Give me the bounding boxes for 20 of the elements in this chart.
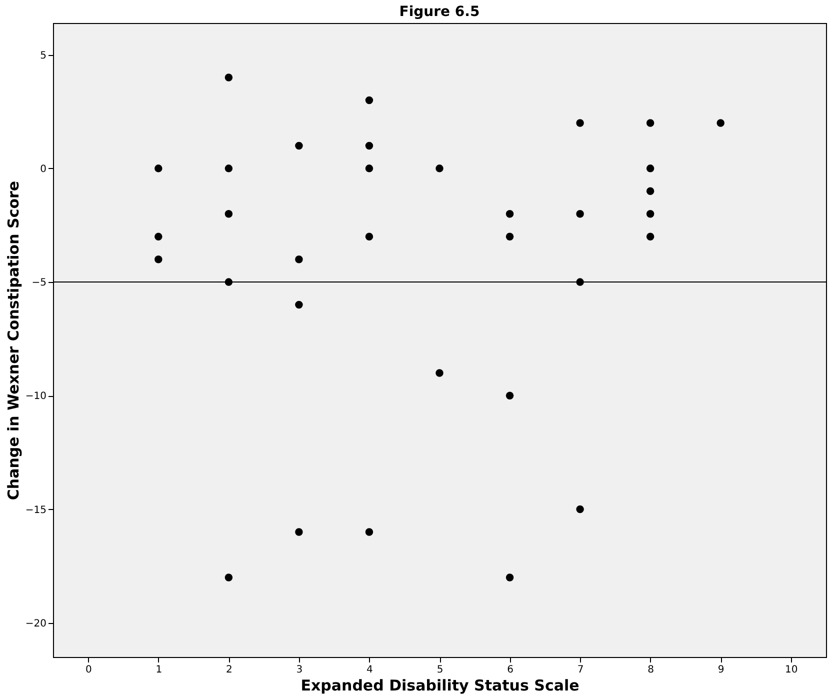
x-tick-label: 10 — [784, 664, 798, 676]
x-tick-label: 5 — [436, 664, 444, 676]
chart-title: Figure 6.5 — [399, 4, 480, 20]
x-tick-label: 6 — [507, 664, 514, 676]
y-tick-label: −15 — [25, 504, 46, 516]
y-tick-label: −20 — [25, 618, 46, 630]
y-tick-label: −10 — [25, 391, 46, 402]
y-axis-title: Change in Wexner Constipation Score — [4, 180, 22, 500]
x-tick-label: 9 — [718, 664, 724, 676]
x-tick-label: 3 — [296, 664, 303, 676]
x-tick-label: 7 — [577, 664, 584, 676]
x-tick-label: 0 — [85, 664, 92, 676]
y-tick-label: 0 — [40, 164, 46, 175]
x-tick-label: 4 — [366, 664, 373, 676]
x-tick-label: 1 — [156, 664, 162, 676]
x-axis-title: Expanded Disability Status Scale — [300, 676, 580, 694]
y-tick-label: 5 — [40, 50, 46, 62]
x-tick-label: 2 — [226, 664, 232, 676]
x-tick-label: 8 — [648, 664, 654, 676]
y-tick-label: −5 — [32, 278, 46, 289]
